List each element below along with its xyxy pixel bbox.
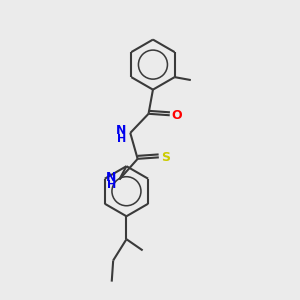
Text: N: N bbox=[116, 124, 127, 137]
Text: H: H bbox=[106, 180, 116, 190]
Text: S: S bbox=[161, 151, 170, 164]
Text: H: H bbox=[118, 134, 127, 144]
Text: O: O bbox=[172, 109, 182, 122]
Text: N: N bbox=[106, 171, 116, 184]
